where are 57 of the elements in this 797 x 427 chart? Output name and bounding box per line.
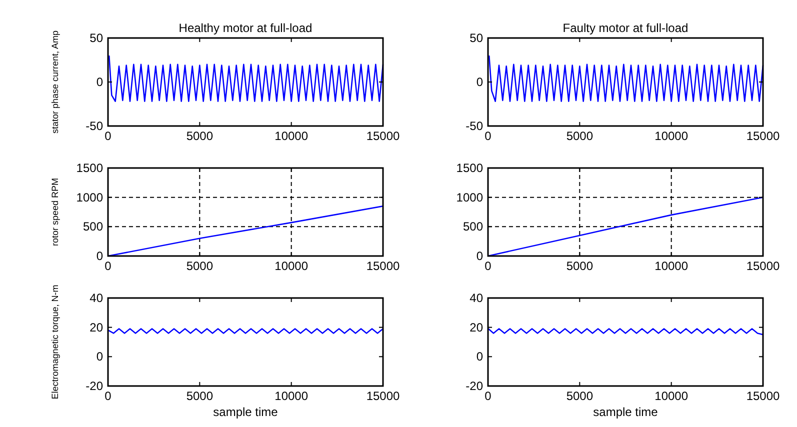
y-tick-label: 0	[476, 249, 484, 263]
chart-title: Healthy motor at full-load	[178, 21, 312, 35]
y-tick-label: 40	[90, 291, 104, 305]
y-tick-label: 500	[462, 220, 484, 234]
y-tick-label: 1000	[456, 190, 484, 204]
y-tick-label: 0	[96, 350, 104, 364]
x-axis-title: sample time	[213, 405, 278, 419]
y-tick-label: 20	[90, 320, 104, 334]
x-tick-label: 0	[104, 259, 112, 273]
y-axis-title: Electromagnetic torque, N-m	[50, 284, 60, 400]
x-tick-label: 10000	[654, 129, 688, 143]
x-tick-label: 10000	[274, 129, 308, 143]
line-series	[108, 54, 384, 102]
y-tick-label: -50	[86, 119, 104, 133]
x-tick-label: 10000	[654, 259, 688, 273]
x-tick-label: 15000	[746, 389, 780, 403]
x-tick-label: 5000	[186, 129, 214, 143]
y-tick-label: -50	[466, 119, 484, 133]
y-tick-label: 500	[82, 220, 104, 234]
x-tick-label: 15000	[366, 389, 400, 403]
x-tick-label: 15000	[366, 259, 400, 273]
y-tick-label: 0	[476, 75, 484, 89]
y-tick-label: 0	[476, 350, 484, 364]
y-tick-label: 50	[470, 31, 484, 45]
x-tick-label: 15000	[366, 129, 400, 143]
y-tick-label: 20	[470, 320, 484, 334]
y-tick-label: 1500	[76, 161, 104, 175]
y-tick-label: -20	[466, 379, 484, 393]
y-axis-title: stator phase current, Amp	[50, 30, 60, 134]
y-tick-label: 1000	[76, 190, 104, 204]
x-tick-label: 15000	[746, 259, 780, 273]
x-tick-label: 0	[104, 389, 112, 403]
x-tick-label: 10000	[274, 389, 308, 403]
x-tick-label: 5000	[566, 259, 594, 273]
x-tick-label: 0	[484, 129, 492, 143]
x-tick-label: 0	[484, 389, 492, 403]
y-axis-title: rotor speed RPM	[50, 178, 60, 246]
y-tick-label: 0	[96, 75, 104, 89]
x-tick-label: 10000	[654, 389, 688, 403]
x-tick-label: 5000	[566, 129, 594, 143]
y-tick-label: 50	[90, 31, 104, 45]
x-tick-label: 5000	[186, 389, 214, 403]
y-tick-label: 1500	[456, 161, 484, 175]
x-axis-title: sample time	[593, 405, 658, 419]
x-tick-label: 0	[484, 259, 492, 273]
x-tick-label: 0	[104, 129, 112, 143]
line-series	[107, 205, 384, 257]
y-tick-label: 40	[470, 291, 484, 305]
x-tick-label: 15000	[746, 129, 780, 143]
x-tick-label: 5000	[566, 389, 594, 403]
y-tick-label: 0	[96, 249, 104, 263]
chart-title: Faulty motor at full-load	[562, 21, 688, 35]
line-series	[488, 54, 764, 102]
line-series	[487, 196, 764, 257]
x-tick-label: 5000	[186, 259, 214, 273]
y-tick-label: -20	[86, 379, 104, 393]
x-tick-label: 10000	[274, 259, 308, 273]
